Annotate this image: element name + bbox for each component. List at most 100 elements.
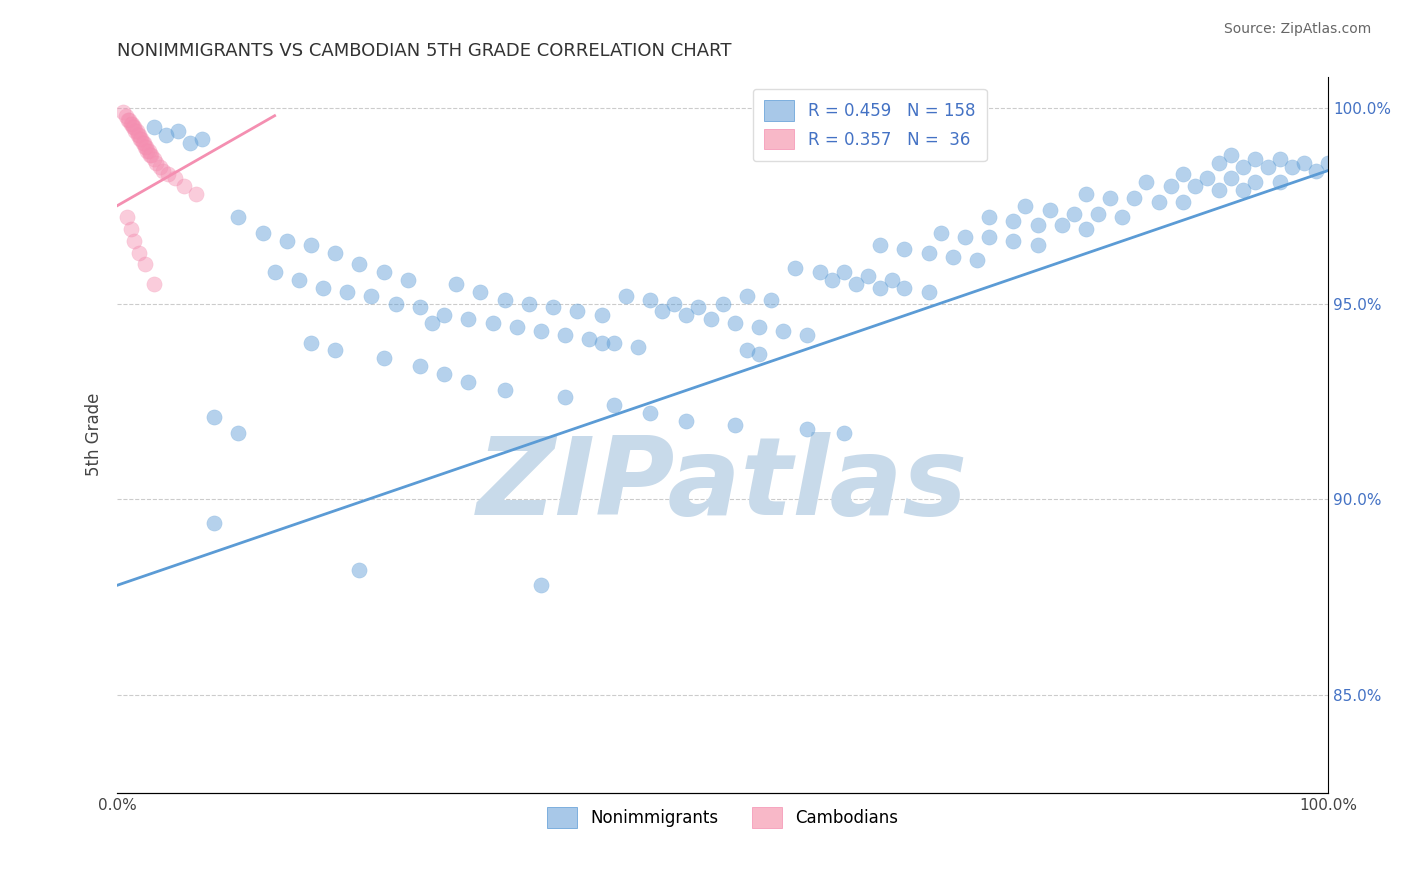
Point: [517, 296, 540, 310]
Point: [869, 237, 891, 252]
Point: [530, 578, 553, 592]
Point: [121, 117, 143, 131]
Point: [929, 226, 952, 240]
Point: [1039, 202, 1062, 217]
Point: [966, 253, 988, 268]
Point: [155, 128, 177, 143]
Point: [139, 148, 162, 162]
Point: [821, 273, 844, 287]
Point: [953, 230, 976, 244]
Point: [1026, 219, 1049, 233]
Point: [191, 132, 214, 146]
Point: [759, 293, 782, 307]
Point: [1099, 191, 1122, 205]
Point: [148, 160, 170, 174]
Point: [638, 293, 661, 307]
Point: [360, 289, 382, 303]
Point: [263, 265, 285, 279]
Point: [724, 417, 747, 432]
Point: [125, 124, 148, 138]
Point: [142, 277, 165, 291]
Point: [1171, 194, 1194, 209]
Point: [157, 168, 180, 182]
Text: Source: ZipAtlas.com: Source: ZipAtlas.com: [1223, 22, 1371, 37]
Point: [530, 324, 553, 338]
Point: [470, 285, 492, 299]
Point: [699, 312, 721, 326]
Point: [165, 171, 187, 186]
Point: [252, 226, 274, 240]
Point: [179, 136, 201, 150]
Point: [384, 296, 406, 310]
Point: [1281, 160, 1303, 174]
Text: ZIPatlas: ZIPatlas: [477, 432, 969, 538]
Point: [1257, 160, 1279, 174]
Point: [1268, 175, 1291, 189]
Point: [152, 163, 174, 178]
Point: [567, 304, 589, 318]
Point: [494, 293, 516, 307]
Point: [446, 277, 468, 291]
Point: [457, 375, 479, 389]
Point: [675, 414, 697, 428]
Point: [627, 340, 650, 354]
Point: [602, 335, 624, 350]
Point: [735, 343, 758, 358]
Point: [184, 186, 207, 201]
Point: [675, 308, 697, 322]
Point: [349, 257, 371, 271]
Point: [638, 406, 661, 420]
Point: [138, 144, 160, 158]
Point: [1292, 155, 1315, 169]
Point: [614, 289, 637, 303]
Point: [114, 109, 136, 123]
Point: [396, 273, 419, 287]
Point: [1014, 199, 1036, 213]
Point: [772, 324, 794, 338]
Point: [1074, 222, 1097, 236]
Point: [1317, 155, 1340, 169]
Point: [115, 211, 138, 225]
Point: [132, 136, 155, 150]
Point: [1244, 175, 1267, 189]
Point: [1305, 163, 1327, 178]
Point: [1220, 171, 1243, 186]
Point: [131, 132, 153, 146]
Point: [226, 211, 249, 225]
Point: [299, 335, 322, 350]
Point: [724, 316, 747, 330]
Point: [457, 312, 479, 326]
Point: [845, 277, 868, 291]
Point: [748, 347, 770, 361]
Point: [122, 120, 145, 135]
Point: [1111, 211, 1133, 225]
Point: [112, 104, 135, 119]
Point: [711, 296, 734, 310]
Point: [602, 398, 624, 412]
Point: [120, 222, 142, 236]
Point: [1171, 168, 1194, 182]
Point: [202, 410, 225, 425]
Point: [136, 144, 159, 158]
Point: [917, 285, 939, 299]
Point: [869, 281, 891, 295]
Point: [481, 316, 503, 330]
Point: [142, 120, 165, 135]
Point: [1135, 175, 1157, 189]
Point: [832, 265, 855, 279]
Point: [1074, 186, 1097, 201]
Point: [1147, 194, 1170, 209]
Point: [409, 359, 432, 373]
Point: [1232, 160, 1254, 174]
Point: [1244, 152, 1267, 166]
Point: [506, 320, 529, 334]
Point: [591, 308, 613, 322]
Point: [748, 320, 770, 334]
Point: [1208, 183, 1230, 197]
Point: [893, 242, 915, 256]
Point: [134, 257, 156, 271]
Point: [1195, 171, 1218, 186]
Point: [591, 335, 613, 350]
Point: [1208, 155, 1230, 169]
Point: [373, 351, 395, 366]
